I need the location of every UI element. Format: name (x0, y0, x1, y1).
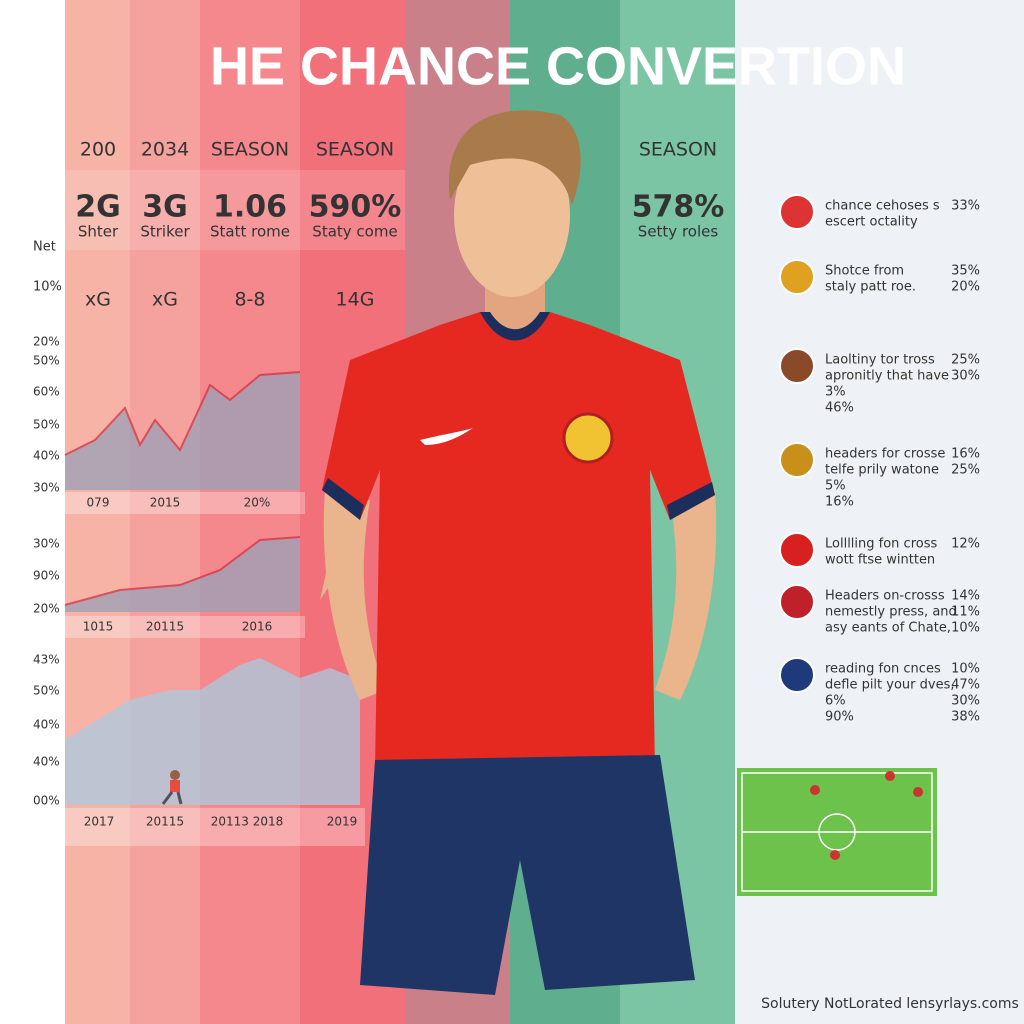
item-value: 47% (951, 678, 980, 693)
x-label: 20% (244, 496, 271, 510)
item-value: 33% (951, 199, 980, 214)
item-text: staly patt roe. (825, 280, 916, 295)
side-label: Net (33, 240, 56, 255)
item-text: apronitly that have (825, 369, 949, 384)
stat-sub: Shter (78, 223, 119, 241)
stat-header: 200 (80, 139, 116, 161)
stat-metric: xG (152, 289, 178, 311)
item-text: 6% (825, 694, 846, 709)
y-label: 50% (33, 684, 60, 698)
stat-metric: 14G (336, 289, 375, 311)
x-label: 2015 (150, 496, 181, 510)
x-label: 079 (87, 496, 110, 510)
item-value: 11% (951, 605, 980, 620)
item-text: 5% (825, 479, 846, 494)
y-label: 20% (33, 602, 60, 616)
item-text: Headers on-crosss (825, 589, 945, 604)
stat-value: 2G (75, 190, 121, 225)
stat-header: 2034 (141, 139, 189, 161)
item-value: 25% (951, 463, 980, 478)
y-label: 90% (33, 569, 60, 583)
item-value: 25% (951, 353, 980, 368)
item-text: reading fon cnces (825, 662, 941, 677)
item-icon (779, 259, 815, 295)
item-text: headers for crosse (825, 447, 945, 462)
item-icon (779, 532, 815, 568)
stat-sub: Statt rome (210, 223, 290, 241)
y-label: 60% (33, 385, 60, 399)
item-icon (779, 442, 815, 478)
item-icon (779, 584, 815, 620)
y-label: 43% (33, 653, 60, 667)
player-illustration (320, 110, 717, 995)
stat-metric: 8-8 (234, 289, 265, 311)
stat-header: SEASON (639, 139, 717, 161)
item-text: Shotce from (825, 264, 904, 279)
stat-header: SEASON (211, 139, 289, 161)
item-text: 46% (825, 401, 854, 416)
item-value: 10% (951, 621, 980, 636)
stat-sub: Striker (140, 223, 190, 241)
y-label: 40% (33, 718, 60, 732)
stat-value: 3G (142, 190, 188, 225)
item-value: 20% (951, 280, 980, 295)
x-label: 20113 2018 (211, 815, 284, 829)
item-value: 16% (951, 447, 980, 462)
title: HE CHANCE CONVERTION (210, 36, 906, 96)
item-text: 16% (825, 495, 854, 510)
item-value: 10% (951, 662, 980, 677)
item-text: Lolllling fon cross (825, 537, 937, 552)
item-icon (779, 348, 815, 384)
item-text: asy eants of Chate, (825, 621, 951, 636)
x-label: 2019 (327, 815, 358, 829)
stat-header: SEASON (316, 139, 394, 161)
item-value: 30% (951, 369, 980, 384)
stat-sub: Staty come (312, 223, 397, 241)
y-label: 50% (33, 418, 60, 432)
item-value: 14% (951, 589, 980, 604)
x-label: 20115 (146, 815, 184, 829)
item-text: escert octality (825, 215, 918, 230)
stat-metric: xG (85, 289, 111, 311)
item-text: Laoltiny tor tross (825, 353, 935, 368)
item-text: defle pilt your dves, (825, 678, 955, 693)
stat-value: 590% (309, 190, 402, 225)
item-text: 90% (825, 710, 854, 725)
item-text: 3% (825, 385, 846, 400)
y-label: 50% (33, 354, 60, 368)
item-icon (779, 657, 815, 693)
item-text: wott ftse wintten (825, 553, 935, 568)
x-label: 2017 (84, 815, 115, 829)
y-label: 30% (33, 481, 60, 495)
side-label: 10% (33, 280, 62, 295)
footer: Solutery NotLorated lensyrlays.coms (761, 996, 1019, 1012)
item-value: 35% (951, 264, 980, 279)
y-label: 40% (33, 755, 60, 769)
x-label: 20115 (146, 620, 184, 634)
pitch (737, 768, 937, 896)
stat-sub: Setty roles (638, 223, 719, 241)
item-text: chance cehoses s (825, 199, 940, 214)
item-value: 12% (951, 537, 980, 552)
x-label: 1015 (83, 620, 114, 634)
item-value: 38% (951, 710, 980, 725)
item-value: 30% (951, 694, 980, 709)
y-label: 40% (33, 449, 60, 463)
x-label: 2016 (242, 620, 273, 634)
y-label: 30% (33, 537, 60, 551)
item-text: nemestly press, and (825, 605, 957, 620)
item-text: telfe prily watone (825, 463, 939, 478)
item-icon (779, 194, 815, 230)
area-charts (64, 371, 365, 846)
y-label: 00% (33, 794, 60, 808)
stat-value: 1.06 (213, 190, 287, 225)
stat-value: 578% (632, 190, 725, 225)
y-label: 20% (33, 335, 60, 349)
